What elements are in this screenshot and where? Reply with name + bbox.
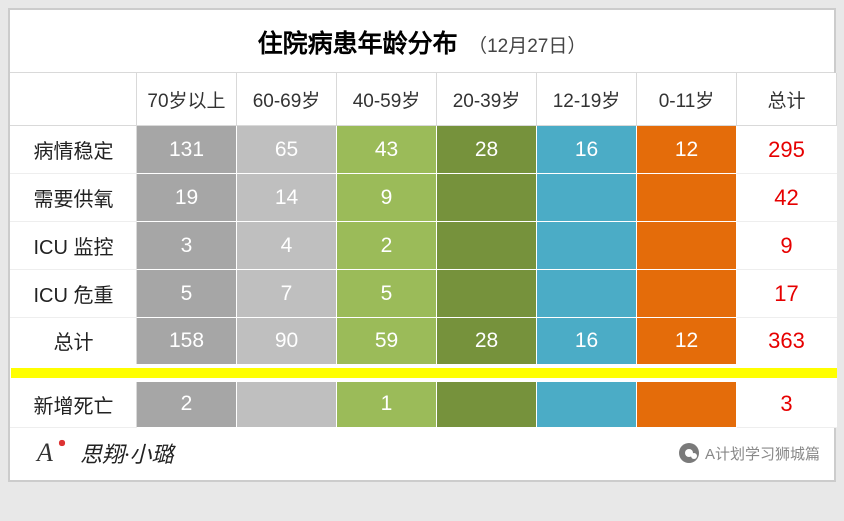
separator-row bbox=[11, 366, 837, 380]
data-cell bbox=[537, 270, 637, 318]
row-total: 295 bbox=[737, 126, 837, 174]
data-cell: 5 bbox=[137, 270, 237, 318]
age-distribution-card: 住院病患年龄分布 （12月27日） 70岁以上 60-69岁 40-59岁 20… bbox=[8, 8, 836, 482]
col-header: 0-11岁 bbox=[637, 74, 737, 126]
table-row: 新增死亡2 1 3 bbox=[11, 380, 837, 428]
footer-right: A计划学习狮城篇 bbox=[679, 443, 820, 464]
data-cell: 43 bbox=[337, 126, 437, 174]
title-row: 住院病患年龄分布 （12月27日） bbox=[10, 10, 834, 73]
table-row: ICU 监控342 9 bbox=[11, 222, 837, 270]
row-label: 新增死亡 bbox=[11, 380, 137, 428]
data-cell bbox=[637, 270, 737, 318]
row-total: 3 bbox=[737, 380, 837, 428]
data-cell bbox=[537, 380, 637, 428]
data-cell: 16 bbox=[537, 126, 637, 174]
table-row: 病情稳定1316543281612295 bbox=[11, 126, 837, 174]
row-total: 363 bbox=[737, 318, 837, 366]
row-label: 病情稳定 bbox=[11, 126, 137, 174]
data-cell: 90 bbox=[237, 318, 337, 366]
col-header: 60-69岁 bbox=[237, 74, 337, 126]
data-cell: 5 bbox=[337, 270, 437, 318]
col-header-total: 总计 bbox=[737, 74, 837, 126]
data-cell: 2 bbox=[337, 222, 437, 270]
row-total: 17 bbox=[737, 270, 837, 318]
brand-name: 思翔·小璐 bbox=[80, 437, 174, 469]
data-cell: 1 bbox=[337, 380, 437, 428]
data-cell: 28 bbox=[437, 126, 537, 174]
data-cell: 9 bbox=[337, 174, 437, 222]
data-cell: 65 bbox=[237, 126, 337, 174]
data-cell: 3 bbox=[137, 222, 237, 270]
data-cell: 4 bbox=[237, 222, 337, 270]
title-sub: （12月27日） bbox=[468, 36, 586, 57]
data-table: 70岁以上 60-69岁 40-59岁 20-39岁 12-19岁 0-11岁 … bbox=[10, 73, 837, 428]
header-row: 70岁以上 60-69岁 40-59岁 20-39岁 12-19岁 0-11岁 … bbox=[11, 74, 837, 126]
col-header: 40-59岁 bbox=[337, 74, 437, 126]
brand-logo-icon: A bbox=[24, 436, 66, 470]
footer-left: A 思翔·小璐 bbox=[24, 436, 174, 470]
row-total: 9 bbox=[737, 222, 837, 270]
data-cell: 59 bbox=[337, 318, 437, 366]
data-cell bbox=[437, 174, 537, 222]
row-total: 42 bbox=[737, 174, 837, 222]
wechat-icon bbox=[679, 443, 699, 463]
data-cell: 19 bbox=[137, 174, 237, 222]
data-cell: 158 bbox=[137, 318, 237, 366]
title-main: 住院病患年龄分布 bbox=[258, 30, 458, 58]
footer: A 思翔·小璐 A计划学习狮城篇 bbox=[10, 428, 834, 480]
data-cell bbox=[437, 270, 537, 318]
source-text: A计划学习狮城篇 bbox=[705, 443, 820, 464]
data-cell: 2 bbox=[137, 380, 237, 428]
header-blank bbox=[11, 74, 137, 126]
data-cell bbox=[437, 380, 537, 428]
data-cell bbox=[537, 222, 637, 270]
row-label: ICU 危重 bbox=[11, 270, 137, 318]
table-row: 总计1589059281612363 bbox=[11, 318, 837, 366]
data-cell bbox=[637, 380, 737, 428]
data-cell bbox=[537, 174, 637, 222]
col-header: 70岁以上 bbox=[137, 74, 237, 126]
data-cell: 14 bbox=[237, 174, 337, 222]
table-row: ICU 危重57517 bbox=[11, 270, 837, 318]
data-cell: 28 bbox=[437, 318, 537, 366]
data-cell: 7 bbox=[237, 270, 337, 318]
row-label: ICU 监控 bbox=[11, 222, 137, 270]
data-cell: 12 bbox=[637, 318, 737, 366]
data-cell bbox=[237, 380, 337, 428]
row-label: 总计 bbox=[11, 318, 137, 366]
row-label: 需要供氧 bbox=[11, 174, 137, 222]
table-row: 需要供氧19149 42 bbox=[11, 174, 837, 222]
data-cell bbox=[637, 222, 737, 270]
data-cell: 131 bbox=[137, 126, 237, 174]
data-cell bbox=[637, 174, 737, 222]
data-cell: 16 bbox=[537, 318, 637, 366]
data-cell bbox=[437, 222, 537, 270]
col-header: 12-19岁 bbox=[537, 74, 637, 126]
data-cell: 12 bbox=[637, 126, 737, 174]
col-header: 20-39岁 bbox=[437, 74, 537, 126]
